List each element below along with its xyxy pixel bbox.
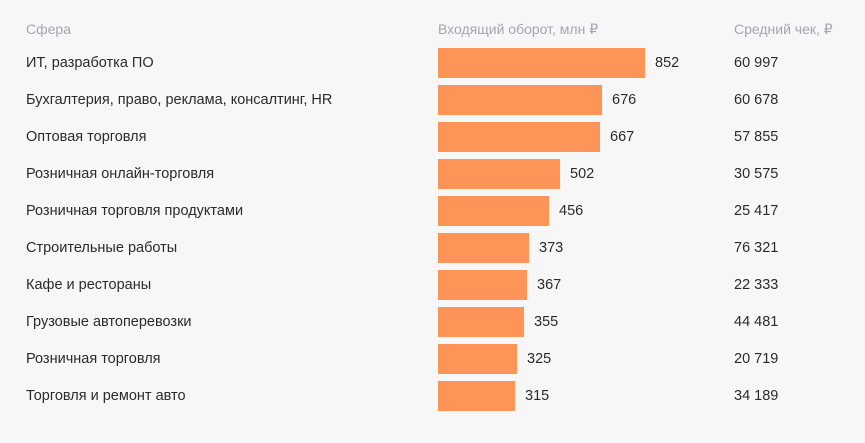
category-label: Кафе и рестораны	[26, 277, 152, 293]
category-label: ИТ, разработка ПО	[26, 55, 154, 71]
average-check-value: 20 719	[734, 351, 779, 367]
category-label: Бухгалтерия, право, реклама, консалтинг,…	[26, 92, 333, 108]
turnover-bar	[438, 344, 517, 374]
turnover-value-label: 325	[527, 351, 552, 367]
turnover-value-label: 367	[537, 277, 562, 293]
average-check-value: 57 855	[734, 129, 779, 145]
turnover-bar	[438, 270, 527, 300]
average-check-value: 34 189	[734, 388, 779, 404]
table-row: Кафе и рестораны 367 22 333	[0, 270, 865, 300]
table-row: Розничная торговля 325 20 719	[0, 344, 865, 374]
turnover-bar	[438, 85, 602, 115]
average-check-value: 76 321	[734, 240, 779, 256]
category-label: Розничная торговля	[26, 351, 161, 367]
table-row: Торговля и ремонт авто 315 34 189	[0, 381, 865, 411]
average-check-value: 60 997	[734, 55, 779, 71]
turnover-bar	[438, 159, 560, 189]
turnover-bar	[438, 122, 600, 152]
turnover-value-label: 355	[534, 314, 559, 330]
average-check-value: 22 333	[734, 277, 779, 293]
category-label: Строительные работы	[26, 240, 178, 256]
category-label: Торговля и ремонт авто	[26, 388, 186, 404]
table-row: Грузовые автоперевозки 355 44 481	[0, 307, 865, 337]
category-label: Оптовая торговля	[26, 129, 147, 145]
turnover-value-label: 456	[559, 203, 584, 219]
average-check-value: 60 678	[734, 92, 779, 108]
table-row: Розничная торговля продуктами 456 25 417	[0, 196, 865, 226]
category-label: Розничная торговля продуктами	[26, 203, 244, 219]
average-check-value: 44 481	[734, 314, 779, 330]
table-row: Строительные работы 373 76 321	[0, 233, 865, 263]
turnover-value-label: 676	[612, 92, 637, 108]
turnover-value-label: 315	[525, 388, 550, 404]
header-average-check: Средний чек, ₽	[734, 21, 833, 37]
turnover-bar	[438, 233, 529, 263]
table-row: ИТ, разработка ПО 852 60 997	[0, 48, 865, 78]
average-check-value: 25 417	[734, 203, 779, 219]
header-turnover: Входящий оборот, млн ₽	[438, 21, 599, 37]
table-row: Оптовая торговля 667 57 855	[0, 122, 865, 152]
table-row: Бухгалтерия, право, реклама, консалтинг,…	[0, 85, 865, 115]
turnover-value-label: 373	[539, 240, 564, 256]
category-label: Грузовые автоперевозки	[26, 314, 192, 330]
category-label: Розничная онлайн-торговля	[26, 166, 215, 182]
average-check-value: 30 575	[734, 166, 779, 182]
turnover-bar	[438, 381, 515, 411]
turnover-value-label: 852	[655, 55, 680, 71]
turnover-bar	[438, 307, 524, 337]
turnover-bar	[438, 196, 549, 226]
turnover-value-label: 502	[570, 166, 595, 182]
turnover-bar	[438, 48, 645, 78]
turnover-value-label: 667	[610, 129, 635, 145]
header-sphere: Сфера	[26, 21, 71, 37]
table-row: Розничная онлайн-торговля 502 30 575	[0, 159, 865, 189]
